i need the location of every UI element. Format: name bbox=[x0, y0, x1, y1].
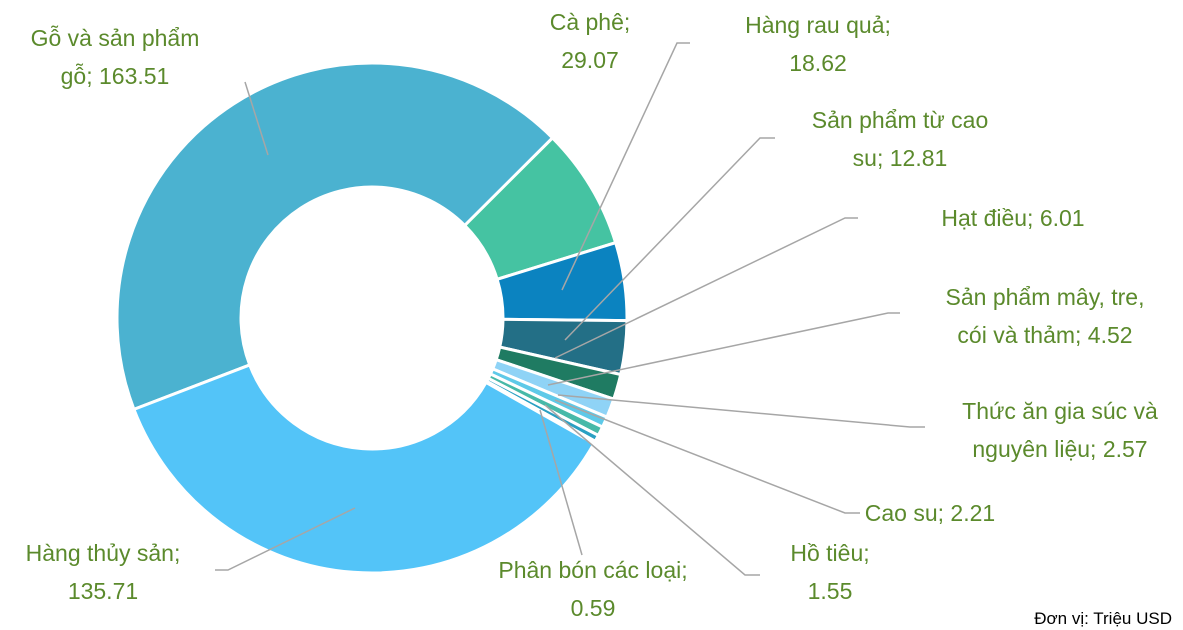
data-labels: Gỗ và sản phẩm gỗ; 163.51 Cà phê; 29.07 Hàng… bbox=[26, 9, 1158, 621]
leader-line bbox=[215, 507, 356, 571]
leader-line bbox=[557, 394, 925, 428]
data-label: Cà phê; 29.07 bbox=[550, 9, 631, 73]
leader-line bbox=[554, 399, 860, 514]
leader-line bbox=[244, 81, 269, 156]
data-label: Phân bón các loại; 0.59 bbox=[498, 557, 687, 621]
donut-slice bbox=[115, 61, 555, 412]
data-label: Hàng thủy sản; 135.71 bbox=[26, 540, 181, 604]
unit-note: Đơn vị: Triệu USD bbox=[1034, 609, 1172, 628]
donut bbox=[115, 61, 629, 575]
leader-line bbox=[544, 404, 760, 576]
data-label: Sản phẩm từ cao su; 12.81 bbox=[812, 107, 989, 171]
leader-line bbox=[561, 42, 690, 291]
data-label: Cao su; 2.21 bbox=[865, 500, 995, 526]
data-label: Sản phẩm mây, tre, cói và thảm; 4.52 bbox=[946, 284, 1145, 348]
data-label: Gỗ và sản phẩm gỗ; 163.51 bbox=[31, 25, 200, 89]
leader-line bbox=[554, 217, 858, 359]
leader-line bbox=[539, 409, 583, 556]
leader-lines bbox=[215, 42, 925, 576]
data-label: Hàng rau quả; 18.62 bbox=[745, 12, 891, 76]
leader-line bbox=[547, 312, 900, 386]
data-label: Thức ăn gia súc và nguyên liệu; 2.57 bbox=[962, 398, 1158, 462]
donut-slice bbox=[131, 363, 597, 575]
leader-line bbox=[564, 137, 775, 341]
data-label: Hạt điều; 6.01 bbox=[941, 205, 1084, 231]
data-label: Hồ tiêu; 1.55 bbox=[790, 540, 869, 604]
